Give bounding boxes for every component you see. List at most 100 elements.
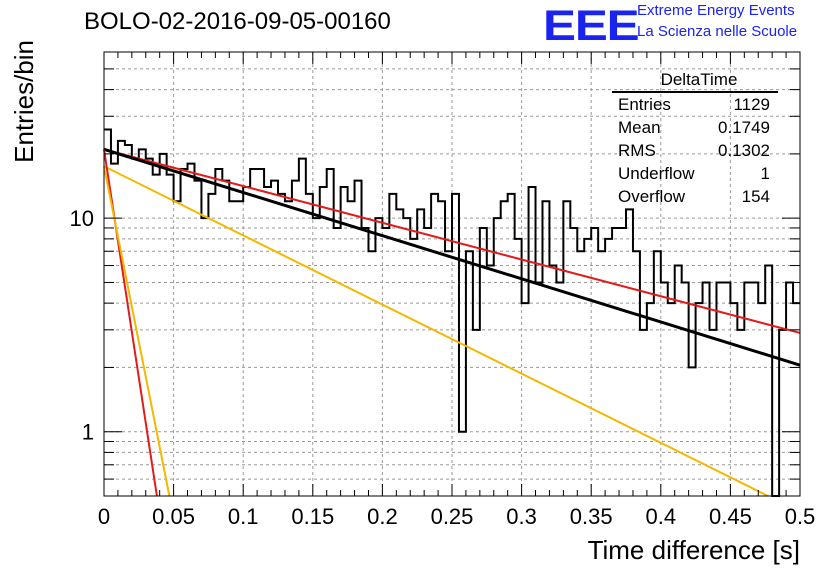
histogram-bin — [647, 303, 654, 496]
histogram-bin — [236, 201, 243, 496]
fit-line — [103, 147, 801, 367]
histogram-bin — [348, 201, 355, 496]
fit-line — [103, 166, 171, 497]
y-tick-label: 10 — [70, 206, 94, 231]
histogram-bin — [320, 187, 327, 496]
histogram-bin — [341, 187, 348, 496]
y-tick-label: 1 — [82, 420, 94, 445]
histogram-bin — [243, 187, 250, 496]
histogram-bin — [598, 251, 605, 496]
histogram-bin — [167, 175, 174, 496]
plot-title: BOLO-02-2016-09-05-00160 — [84, 8, 391, 35]
histogram-bin — [466, 251, 473, 496]
histogram-bin — [382, 228, 389, 496]
x-tick-label: 0.2 — [367, 504, 398, 529]
histogram-bin — [612, 228, 619, 496]
histogram-bin — [654, 251, 661, 496]
histogram-bin — [751, 282, 758, 496]
x-tick-label: 0.5 — [785, 504, 816, 529]
histogram-bin — [529, 187, 536, 496]
stats-title: DeltaTime — [660, 70, 738, 89]
histogram-bin — [494, 218, 501, 496]
histogram-bin — [424, 228, 431, 496]
x-tick-label: 0.05 — [152, 504, 195, 529]
x-tick-labels: 0 0.05 0.1 0.15 0.2 0.25 0.3 0.35 0.4 0.45 0.5 — [98, 504, 815, 529]
histogram-bin — [229, 201, 236, 496]
histogram-bin — [737, 330, 744, 496]
histogram-bin — [368, 251, 375, 496]
stats-row-entries: Entries 1129 — [612, 93, 778, 116]
histogram-bin — [501, 201, 508, 496]
stats-value: 154 — [741, 187, 770, 206]
histogram-bin — [334, 228, 341, 496]
stats-box: DeltaTime Entries 1129 Mean 0.1749 RMS 0.1302… — [612, 70, 778, 208]
histogram-bin — [633, 251, 640, 496]
stats-value: 0.1749 — [718, 118, 770, 137]
stats-rows: Entries 1129 Mean 0.1749 RMS 0.1302 Underflow 1… — [612, 93, 778, 208]
histogram-bin — [591, 228, 598, 496]
histogram-bin — [619, 228, 626, 496]
histogram-bin — [403, 218, 410, 496]
histogram-bin — [417, 209, 424, 496]
histogram-bin — [285, 201, 292, 496]
stats-label: Underflow — [618, 164, 695, 183]
fit-line — [103, 165, 769, 497]
histogram-bin — [139, 149, 146, 496]
histogram-bin — [118, 141, 125, 496]
histogram-bin — [375, 218, 382, 496]
histogram-bin — [779, 330, 786, 496]
stats-label: RMS — [618, 141, 656, 160]
stats-value: 1 — [760, 164, 770, 183]
histogram-bin — [396, 209, 403, 496]
stats-row-rms: RMS 0.1302 — [612, 139, 778, 162]
y-axis-label: Entries/bin — [9, 40, 39, 163]
histogram-bin — [786, 282, 793, 496]
x-tick-label: 0.1 — [228, 504, 259, 529]
histogram-bin — [487, 266, 494, 496]
histogram-bin — [549, 266, 556, 496]
eee-logo: EEE — [543, 2, 640, 50]
fit-line — [103, 148, 801, 334]
histogram-bin — [563, 201, 570, 496]
histogram-bin — [682, 282, 689, 496]
stats-row-mean: Mean 0.1749 — [612, 116, 778, 139]
histogram-bin — [362, 228, 369, 496]
histogram-bin — [626, 209, 633, 496]
histogram-bin — [313, 218, 320, 496]
y-tick-labels: 1 10 — [70, 206, 94, 445]
stats-label: Entries — [618, 95, 671, 114]
histogram-bin — [716, 282, 723, 496]
histogram-bin — [577, 251, 584, 496]
logo-subtitle-2: La Scienza nelle Scuole — [637, 23, 798, 40]
fit-lines — [103, 147, 801, 497]
logo-subtitle-1: Extreme Energy Events — [637, 2, 795, 19]
histogram-bin — [201, 218, 208, 496]
histogram-bin — [710, 330, 717, 496]
x-axis-label: Time difference [s] — [588, 535, 800, 565]
x-tick-label: 0.35 — [570, 504, 613, 529]
histogram-bin — [473, 330, 480, 496]
histogram-bin — [744, 282, 751, 496]
histogram-bin — [556, 282, 563, 496]
histogram-bin — [438, 201, 445, 496]
stats-row-overflow: Overflow 154 — [612, 185, 778, 208]
x-tick-label: 0.3 — [506, 504, 537, 529]
histogram-bin — [264, 187, 271, 496]
histogram-bin — [445, 251, 452, 496]
histogram-bars — [104, 128, 800, 497]
histogram-bin — [536, 282, 543, 496]
histogram-bin — [765, 266, 772, 496]
histogram-outline — [104, 128, 800, 497]
histogram-bin — [668, 303, 675, 496]
stats-value: 0.1302 — [718, 141, 770, 160]
x-tick-label: 0.4 — [646, 504, 677, 529]
stats-value: 1129 — [733, 95, 770, 114]
histogram-bin — [570, 228, 577, 496]
histogram-bin — [640, 330, 647, 496]
x-tick-label: 0.25 — [431, 504, 474, 529]
histogram-bin — [661, 282, 668, 496]
histogram-bin — [153, 175, 160, 496]
x-tick-label: 0.45 — [709, 504, 752, 529]
axes-frame — [103, 51, 801, 497]
histogram-bin — [160, 154, 167, 496]
